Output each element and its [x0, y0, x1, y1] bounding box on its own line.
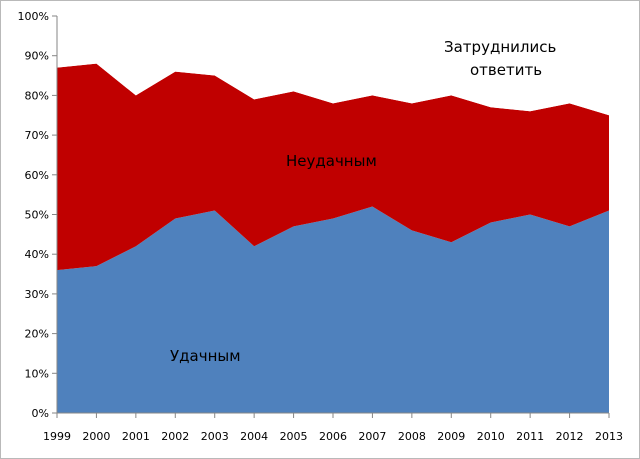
y-tick-label: 60%	[25, 169, 49, 182]
x-tick-label: 2009	[437, 430, 465, 443]
x-tick-label: 2005	[280, 430, 308, 443]
annotation-zatrudnilis-line1: Затруднились	[444, 38, 556, 56]
x-tick-label: 2013	[595, 430, 623, 443]
series-area-1	[57, 206, 609, 413]
y-tick-label: 10%	[25, 367, 49, 380]
y-tick-label: 90%	[25, 50, 49, 63]
x-tick-label: 2010	[477, 430, 505, 443]
x-tick-label: 2006	[319, 430, 347, 443]
x-tick-label: 1999	[43, 430, 71, 443]
annotation-udachnym: Удачным	[170, 347, 241, 365]
x-tick-label: 2003	[201, 430, 229, 443]
x-tick-label: 2001	[122, 430, 150, 443]
area-layer	[57, 16, 609, 413]
y-tick-label: 40%	[25, 248, 49, 261]
x-tick-label: 2011	[516, 430, 544, 443]
y-tick-label: 0%	[32, 407, 49, 420]
x-tick-label: 2007	[358, 430, 386, 443]
y-tick-label: 80%	[25, 89, 49, 102]
annotation-neudachnym: Неудачным	[286, 152, 377, 170]
y-tick-label: 50%	[25, 209, 49, 222]
y-tick-labels: 0% 10% 20% 30% 40% 50% 60% 70% 80% 90% 100%	[18, 10, 49, 420]
annotation-zatrudnilis-line2: ответить	[470, 61, 542, 79]
y-tick-label: 30%	[25, 288, 49, 301]
series-area-3	[57, 16, 609, 116]
x-tick-label: 2000	[82, 430, 110, 443]
axes-layer	[52, 15, 610, 418]
x-tick-label: 2002	[161, 430, 189, 443]
y-tick-label: 70%	[25, 129, 49, 142]
x-tick-label: 2004	[240, 430, 268, 443]
x-tick-label: 2012	[556, 430, 584, 443]
x-tick-label: 2008	[398, 430, 426, 443]
x-tick-labels: 1999 2000 2001 2002 2003 2004 2005 2006 2007 2008…	[43, 430, 623, 443]
series-area-2	[57, 63, 609, 271]
y-tick-label: 100%	[18, 10, 49, 23]
y-tick-label: 20%	[25, 328, 49, 341]
